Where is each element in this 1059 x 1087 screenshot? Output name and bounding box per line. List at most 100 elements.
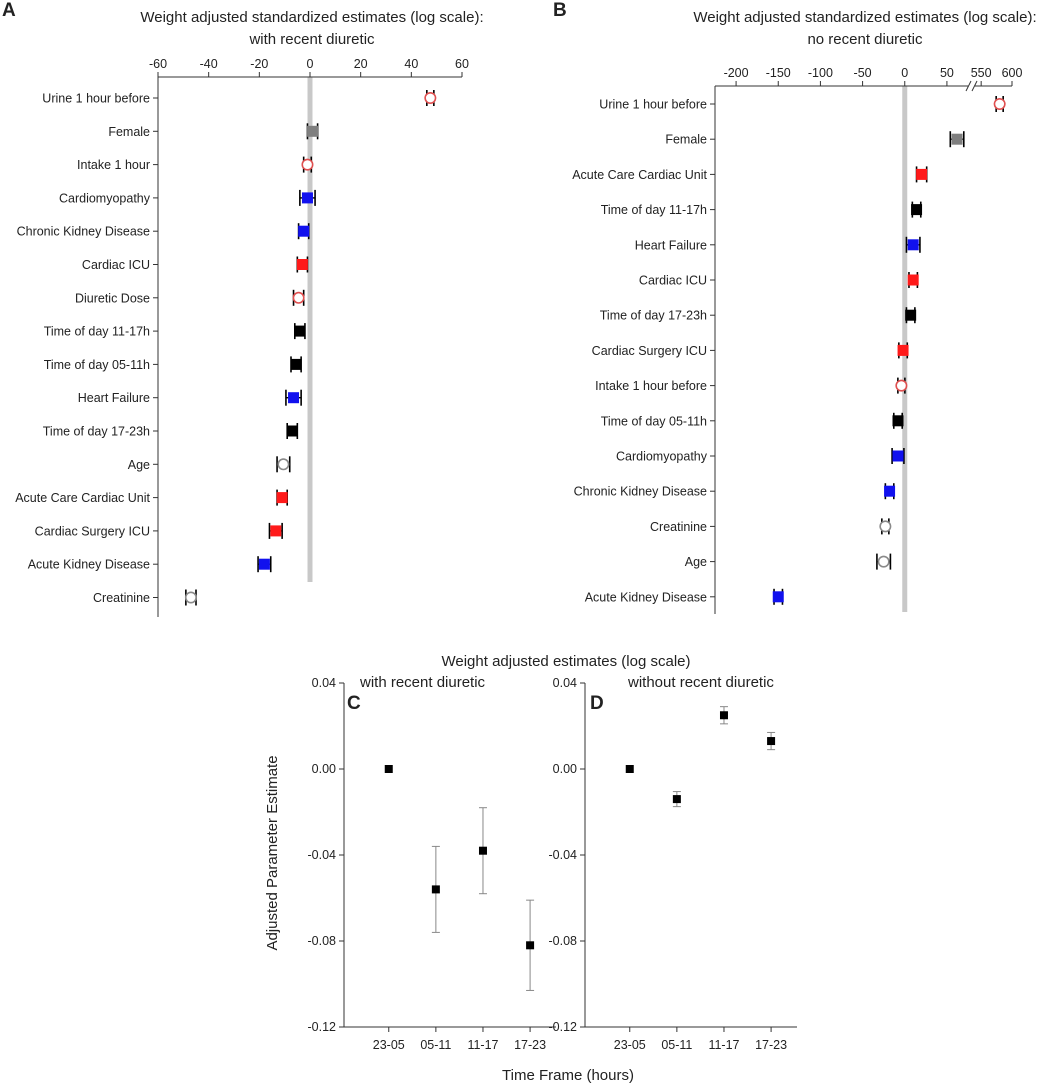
panel-c-ytick-label: 0.00 (312, 762, 336, 776)
panel-b-xtick-label: -200 (724, 66, 749, 80)
panel-c-xtick-label: 05-11 (420, 1038, 451, 1052)
panel-a-female-label: Female (108, 125, 150, 139)
panel-a-urine-1-hour-before-label: Urine 1 hour before (42, 92, 150, 106)
panel-b-creatinine-label: Creatinine (650, 520, 707, 534)
panel-d-point-17-23 (767, 737, 776, 746)
panel-b-xtick-label: -150 (766, 66, 791, 80)
panel-a-acute-kidney-disease-point (258, 558, 270, 570)
panel-a-cardiac-icu-label: Cardiac ICU (82, 258, 150, 272)
panel-b-title: Weight adjusted standardized estimates (… (693, 9, 1036, 26)
panel-c-ytick-label: -0.04 (308, 848, 337, 862)
bottom-ylabel: Adjusted Parameter Estimate (264, 755, 281, 950)
panel-d-subtitle: without recent diuretic (627, 674, 774, 691)
panel-d-point-11-17 (719, 711, 728, 720)
panel-b-acute-kidney-disease-label: Acute Kidney Disease (585, 590, 707, 604)
panel-b-letter: B (553, 0, 567, 21)
panel-d-xtick-label: 11-17 (708, 1038, 739, 1052)
panel-c-xtick-label: 17-23 (514, 1038, 546, 1052)
panel-b-cardiac-surgery-icu-point (897, 344, 909, 356)
panel-d-ytick-label: -0.12 (549, 1020, 578, 1034)
panel-a-time-of-day-11-17h-label: Time of day 11-17h (44, 325, 150, 339)
bottom-title: Weight adjusted estimates (log scale) (441, 653, 690, 670)
panel-a-time-of-day-17-23h-label: Time of day 17-23h (43, 425, 150, 439)
panel-b-urine-1-hour-before-label: Urine 1 hour before (599, 98, 707, 112)
panel-c-point-17-23 (526, 941, 535, 950)
panel-b-chronic-kidney-disease-point (884, 485, 896, 497)
panel-b-time-of-day-11-17h-point (911, 204, 923, 216)
panel-b-cardiac-icu-point (907, 274, 919, 286)
panel-a-title: Weight adjusted standardized estimates (… (140, 9, 483, 26)
panel-c-point-23-05 (384, 765, 393, 773)
panel-c-marks: 0.04 0.00 -0.04 -0.08 -0.12 23-05 05-11 11-17 17… (308, 676, 556, 1052)
panel-a-urine-1-hour-before-point (424, 92, 437, 105)
panel-a-creatinine-label: Creatinine (93, 591, 150, 605)
panel-d-point-23-05 (625, 765, 634, 773)
panel-b-cardiomyopathy-point (892, 450, 904, 462)
panel-a-intake-1-hour-label: Intake 1 hour (77, 158, 150, 172)
panel-a-time-of-day-11-17h-point (294, 325, 306, 337)
panel-b-xtick-label: 600 (1002, 66, 1023, 80)
panel-b-acute-care-cardiac-unit-point (916, 168, 928, 180)
panel-c-xtick-label: 23-05 (373, 1038, 405, 1052)
panel-b-acute-care-cardiac-unit-label: Acute Care Cardiac Unit (572, 168, 707, 182)
panel-a-diuretic-dose-label: Diuretic Dose (75, 291, 150, 305)
panel-d-marks: 0.04 0.00 -0.04 -0.08 -0.12 23-05 05-11 11-17 17… (549, 676, 797, 1052)
panel-b-urine-1-hour-before-point (993, 98, 1006, 111)
panel-d-chart: D without recent diuretic 0.04 0.00 -0.04 -… (549, 674, 797, 1052)
panel-a-age-point (277, 458, 290, 471)
panel-d-xtick-label: 23-05 (614, 1038, 646, 1052)
panel-d-ytick-label: 0.04 (553, 676, 577, 690)
panel-b-chart: B Weight adjusted standardized estimates… (553, 0, 1037, 614)
panel-a-acute-kidney-disease-label: Acute Kidney Disease (28, 558, 150, 572)
panel-b-chronic-kidney-disease-label: Chronic Kidney Disease (574, 485, 707, 499)
panel-a-letter: A (2, 0, 16, 21)
panel-a-heart-failure-point (288, 392, 300, 404)
panel-d-xtick-label: 17-23 (755, 1038, 787, 1052)
panel-a-intake-1-hour-point (301, 158, 314, 171)
panel-a-xtick-label: -60 (149, 57, 167, 71)
panel-d-ytick-label: -0.08 (549, 934, 578, 948)
panel-b-intake-1-hour-before-point (895, 379, 908, 392)
panel-b-xtick-label: -50 (854, 66, 872, 80)
panel-b-axis-break-left (965, 80, 972, 92)
panel-a-xtick-label: 60 (455, 57, 469, 71)
panel-c-point-11-17 (478, 846, 487, 855)
panel-a-diuretic-dose-point (292, 291, 305, 304)
bottom-xlabel: Time Frame (hours) (502, 1067, 634, 1084)
panel-a-chronic-kidney-disease-point (298, 225, 310, 237)
panel-b-age-point (877, 555, 890, 568)
panel-b-time-of-day-11-17h-label: Time of day 11-17h (601, 203, 707, 217)
panel-a-cardiomyopathy-point (301, 192, 313, 204)
panel-a-subtitle: with recent diuretic (248, 31, 375, 48)
panel-a-cardiac-surgery-icu-point (270, 525, 282, 537)
panel-c-ytick-label: -0.08 (308, 934, 337, 948)
panel-c-subtitle: with recent diuretic (359, 674, 486, 691)
panel-a-cardiac-surgery-icu-label: Cardiac Surgery ICU (35, 524, 150, 538)
panel-b-female-point (951, 133, 963, 145)
panel-c-ytick-label: 0.04 (312, 676, 336, 690)
panel-a-xtick-label: -20 (250, 57, 268, 71)
panel-a-time-of-day-05-11h-point (290, 358, 302, 370)
panel-a-acute-care-cardiac-unit-point (276, 492, 288, 504)
panel-a-acute-care-cardiac-unit-label: Acute Care Cardiac Unit (15, 491, 150, 505)
panel-d-letter: D (590, 693, 604, 714)
panel-b-intake-1-hour-before-label: Intake 1 hour before (595, 379, 707, 393)
panel-c-chart: C with recent diuretic 0.04 0.00 -0.04 -0.0… (308, 674, 556, 1052)
panel-b-xtick-label: -100 (808, 66, 833, 80)
panel-b-cardiac-icu-label: Cardiac ICU (639, 274, 707, 288)
panel-a-female-point (307, 125, 319, 137)
panel-b-xtick-label: 50 (940, 66, 954, 80)
panel-d-point-05-11 (672, 795, 681, 804)
panel-b-time-of-day-17-23h-label: Time of day 17-23h (600, 309, 707, 323)
panel-c-point-05-11 (431, 885, 440, 894)
panel-b-acute-kidney-disease-point (772, 591, 784, 603)
panel-b-heart-failure-point (907, 239, 919, 251)
panel-a-heart-failure-label: Heart Failure (78, 391, 150, 405)
panel-c-xtick-label: 11-17 (467, 1038, 498, 1052)
panel-b-time-of-day-17-23h-point (905, 309, 917, 321)
panel-d-xtick-label: 05-11 (661, 1038, 692, 1052)
panel-a-xtick-label: -40 (200, 57, 218, 71)
panel-d-ytick-label: 0.00 (553, 762, 577, 776)
panel-b-cardiac-surgery-icu-label: Cardiac Surgery ICU (592, 344, 707, 358)
